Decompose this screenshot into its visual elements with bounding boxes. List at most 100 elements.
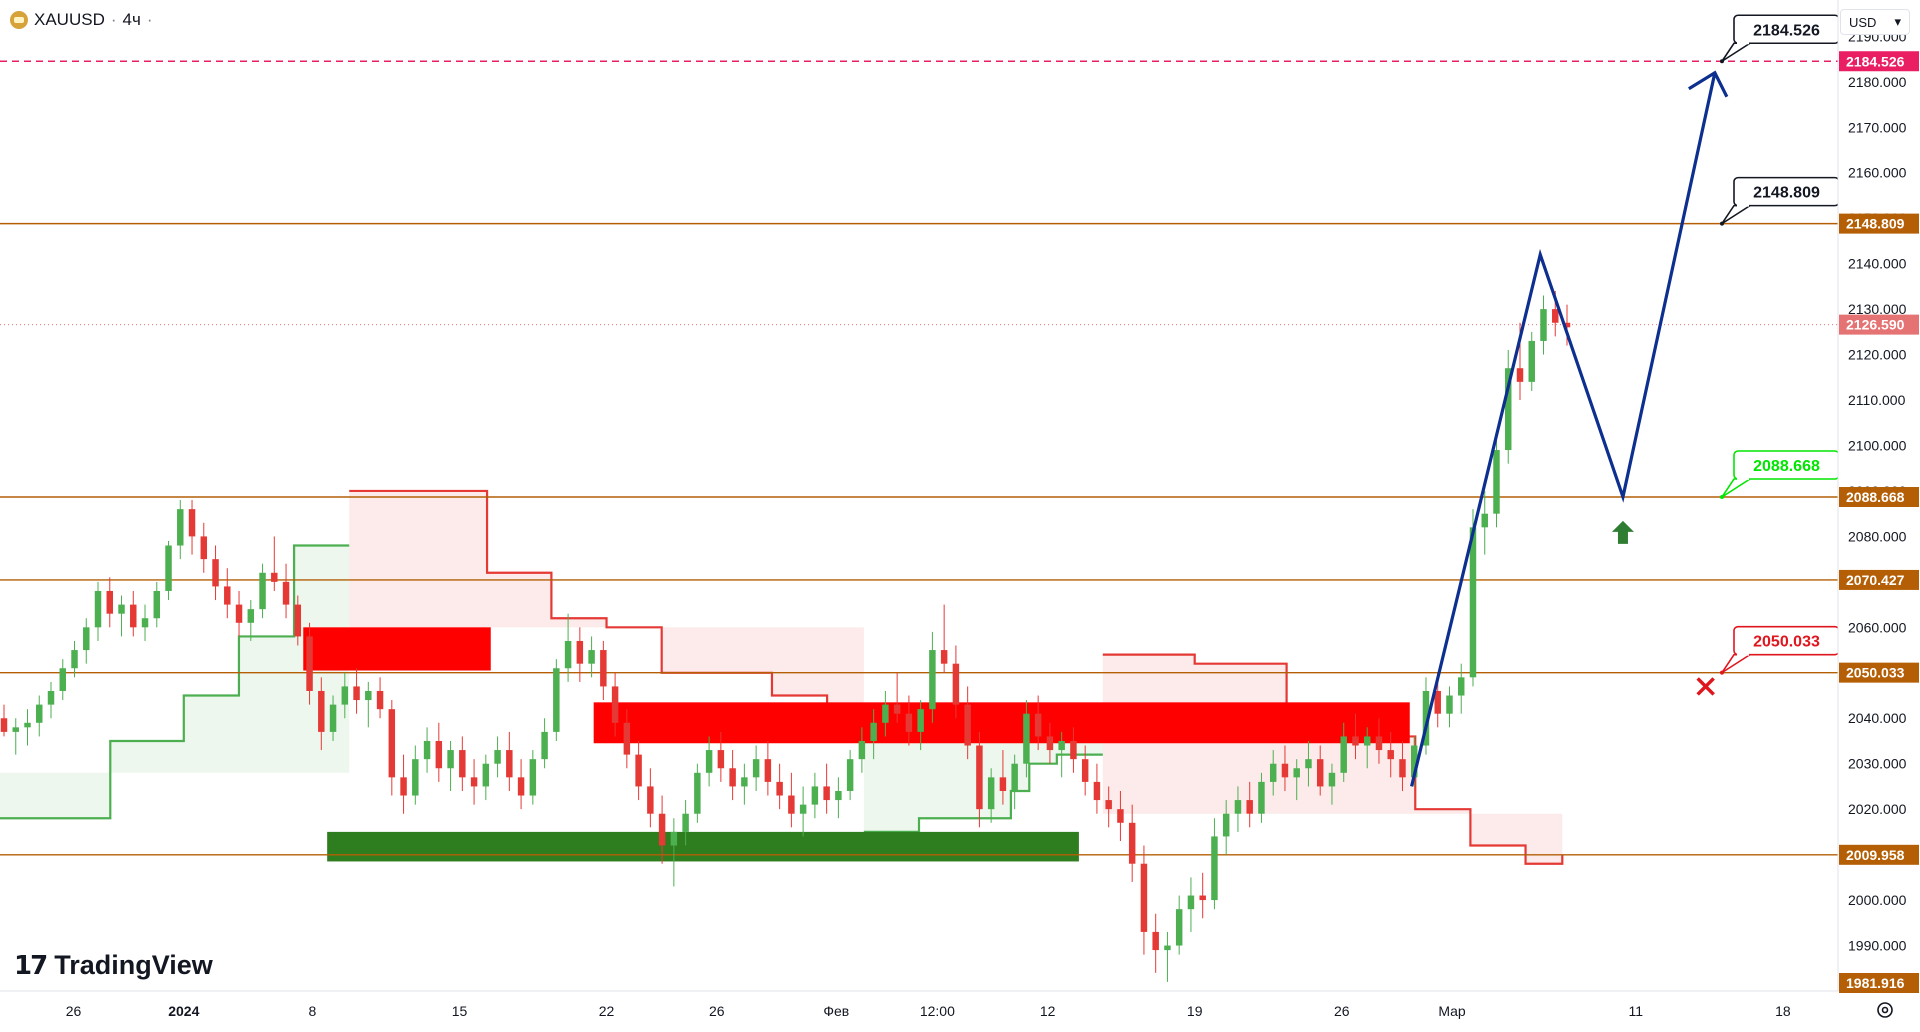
candle-body — [94, 590, 102, 628]
candle-body — [318, 690, 325, 732]
candle-body — [153, 590, 161, 619]
logo-text: TradingView — [54, 950, 213, 980]
time-tick-label: 18 — [1775, 1003, 1791, 1019]
candle-body — [36, 704, 43, 723]
candle-body — [1258, 781, 1265, 814]
candle-body — [1469, 527, 1477, 678]
time-tick-label: 12 — [1040, 1003, 1056, 1019]
price-tick-label: 1990.000 — [1848, 938, 1907, 954]
level-callout-anchor — [1720, 670, 1724, 675]
candle-body — [517, 777, 525, 796]
time-tick-label: 26 — [709, 1003, 725, 1019]
candle-body — [235, 604, 243, 623]
candle-body — [670, 831, 678, 846]
candle-body — [529, 759, 537, 796]
uptrend-trail-2-line — [863, 753, 1103, 833]
level-price-tag: 2070.427 — [1846, 572, 1905, 588]
currency-select[interactable]: USD ▾ — [1840, 9, 1910, 35]
demand-zone — [327, 831, 1079, 862]
candle-body — [1493, 450, 1500, 514]
candle-body — [905, 713, 913, 732]
gold-coin-icon — [10, 11, 28, 29]
level-callout-text: 2088.668 — [1753, 458, 1820, 475]
candle-body — [1117, 809, 1124, 823]
candle-body — [1387, 750, 1394, 760]
level-callout-mask — [1737, 476, 1749, 481]
level-callout-text: 2050.033 — [1753, 634, 1820, 651]
level-callout-mask — [1737, 202, 1749, 207]
candle-body — [71, 650, 78, 669]
price-tick-label: 2040.000 — [1848, 710, 1907, 726]
candle-body — [1034, 713, 1042, 737]
downtrend-trail-fill — [349, 490, 864, 741]
candle-body — [682, 813, 689, 832]
candle-body — [1199, 895, 1206, 901]
price-tick-label: 2030.000 — [1848, 756, 1907, 772]
candle-body — [1375, 736, 1383, 751]
price-tick-label: 2160.000 — [1848, 165, 1907, 181]
candle-body — [1023, 713, 1030, 764]
time-tick-label: 26 — [66, 1003, 82, 1019]
supply-zone — [593, 702, 1410, 744]
candle-body — [1281, 763, 1289, 778]
candle-body — [329, 704, 337, 732]
target-price-tag-bg — [1839, 51, 1919, 72]
candle-body — [247, 609, 255, 623]
level-price-tag-bg — [1839, 487, 1919, 508]
candle-body — [1046, 736, 1054, 751]
candle-body — [1399, 759, 1406, 778]
tradingview-logo[interactable]: 17 TradingView — [14, 950, 213, 981]
candle-body — [729, 768, 736, 787]
candle-body — [341, 686, 349, 705]
candle-body — [1528, 340, 1535, 382]
projection-arrowhead — [1688, 70, 1729, 98]
target-callout-mask — [1737, 40, 1749, 45]
candle-body — [1481, 513, 1488, 528]
candle-body — [423, 740, 431, 760]
header-separator-2: · — [146, 10, 153, 29]
time-tick-label: 8 — [309, 1003, 317, 1019]
candle-body — [1070, 740, 1077, 760]
candle-body — [1540, 309, 1547, 341]
candle-body — [952, 663, 960, 705]
candle-body — [1293, 768, 1300, 778]
candle-body — [564, 640, 572, 669]
time-axis — [0, 991, 1838, 1032]
gear-icon[interactable] — [1873, 998, 1897, 1022]
candle-body — [1363, 736, 1371, 746]
candle-body — [811, 786, 819, 805]
time-tick-label: 12:00 — [920, 1003, 955, 1019]
price-tick-label: 2120.000 — [1848, 347, 1907, 363]
candle-body — [929, 650, 936, 710]
candle-body — [1187, 895, 1195, 910]
symbol-header[interactable]: XAUUSD · 4ч · — [10, 9, 159, 31]
level-callout-anchor — [1720, 221, 1724, 226]
candle-body — [200, 536, 208, 560]
candle-body — [823, 786, 830, 801]
candle-body — [1246, 800, 1253, 814]
price-tick-label: 2080.000 — [1848, 528, 1907, 544]
candle-body — [1011, 763, 1018, 791]
candle-body — [412, 759, 419, 796]
candle-body — [282, 581, 290, 605]
candle-body — [165, 545, 172, 591]
candle-body — [623, 722, 631, 755]
level-price-tag-bg — [1839, 662, 1919, 683]
candle-body — [118, 604, 125, 614]
candle-body — [400, 777, 407, 796]
price-tick-label: 2000.000 — [1848, 892, 1907, 908]
candle-body — [600, 650, 607, 687]
price-tick-label: 2100.000 — [1848, 437, 1907, 453]
candle-body — [741, 777, 748, 787]
level-price-tag-bg — [1839, 844, 1919, 865]
candle-body — [1552, 309, 1559, 323]
candle-body — [83, 627, 90, 651]
low-price-tag: 1981.916 — [1846, 975, 1905, 991]
candle-body — [917, 709, 924, 732]
level-callout-mask — [1737, 651, 1749, 656]
candle-body — [0, 718, 8, 732]
candle-body — [846, 759, 854, 791]
candle-body — [576, 640, 584, 664]
current-price-tag: 2126.590 — [1846, 317, 1905, 333]
